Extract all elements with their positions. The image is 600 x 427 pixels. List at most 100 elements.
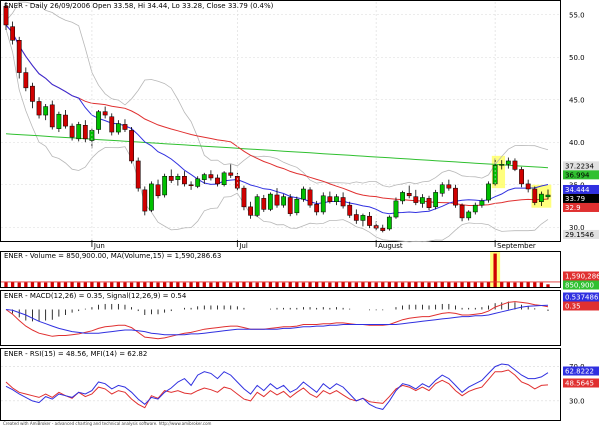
candle-down [380, 227, 386, 231]
candle-up [433, 192, 439, 208]
price-badge-label: 34.444 [565, 186, 590, 194]
candle-up [360, 215, 366, 221]
macd-pane-title: ENER - MACD(12,26) = 0.35, Signal(12,26,… [4, 292, 187, 300]
candle-down [327, 196, 333, 202]
price-badge-label: 36.994 [565, 171, 590, 179]
date-axis: Jun Jul August September [91, 2, 536, 250]
month-label: August [378, 242, 403, 250]
price-badge [563, 170, 599, 180]
candle-down [10, 26, 16, 41]
volume-badge [563, 280, 599, 290]
candle-down [182, 176, 187, 185]
candle-down [129, 130, 134, 162]
candle-down [367, 215, 372, 226]
bollinger-upper-line [5, 1, 549, 188]
candle-down [287, 197, 293, 214]
candle-down [519, 169, 524, 185]
rsi-badge [563, 378, 599, 388]
candle-down [142, 189, 148, 212]
price-tick-label: 30.0 [569, 224, 585, 232]
candle-up [221, 172, 227, 186]
volume-badge [563, 271, 599, 281]
month-label: September [497, 242, 536, 250]
price-pane-title: ENER - Daily 26/09/2006 Open 33.58, Hi 3… [4, 2, 274, 10]
candle-up [334, 196, 339, 202]
macd-badge [563, 292, 599, 302]
candle-up [400, 192, 405, 202]
price-badge [563, 161, 599, 171]
candle-down [261, 198, 267, 210]
volume-badge-label: 1,590,286 [565, 273, 600, 281]
candle-down [241, 187, 247, 208]
price-badge [563, 184, 599, 194]
candle-down [36, 101, 42, 116]
candle-down [168, 176, 174, 181]
price-badge-label: 37.2234 [565, 162, 594, 170]
candle-down [155, 184, 161, 197]
candle-down [446, 184, 452, 189]
bollinger-lower-line [5, 29, 549, 243]
footer-credit: Created with AmiBroker - advanced charti… [3, 421, 212, 426]
candle-down [102, 111, 108, 116]
candle-up [420, 197, 425, 204]
candle-up [175, 176, 181, 180]
candle-down [69, 125, 75, 138]
candle-up [195, 178, 201, 187]
candle-up [201, 174, 207, 180]
candle-up [538, 193, 544, 203]
rsi-pane-title: ENER - RSI(15) = 48.56, MFI(14) = 62.82 [4, 350, 147, 358]
price-pane-frame [0, 0, 561, 242]
candle-down [30, 85, 35, 102]
price-badge [563, 202, 599, 212]
month-label: Jul [238, 242, 248, 250]
bollinger-bands [5, 1, 549, 243]
candle-down [228, 172, 234, 176]
candle-down [307, 189, 313, 206]
rsi-last-value-badges: 62.8222 48.5645 [563, 366, 599, 388]
price-badge-label: 32.9 [565, 204, 581, 212]
mfi-line [5, 363, 549, 410]
rsi-tick-label: 30.0 [569, 397, 585, 405]
candle-down [512, 160, 518, 170]
candle-down [208, 174, 214, 179]
price-tick-label: 45.0 [569, 96, 585, 104]
candlesticks [3, 2, 551, 233]
macd-badge-label: 0.35 [565, 303, 581, 311]
candle-up [149, 183, 154, 211]
candle-down [82, 125, 88, 140]
rsi-mfi-lines [1, 363, 560, 410]
price-tick-label: 40.0 [569, 139, 585, 147]
candle-down [406, 193, 412, 197]
candle-up [254, 196, 260, 216]
volume-badge-label: 850,900 [565, 282, 594, 290]
rsi-pane-frame [0, 348, 561, 421]
macd-badge-label: 0.537486 [565, 294, 599, 302]
price-badge-label: 29.1546 [565, 231, 594, 239]
macd-line [5, 301, 549, 340]
candle-up [43, 106, 49, 116]
candle-up [267, 193, 273, 210]
candle-up [76, 124, 82, 140]
candle-down [274, 194, 280, 206]
candle-up [393, 200, 399, 218]
candle-down [122, 124, 128, 130]
price-badge [563, 193, 599, 203]
macd-pane-frame [0, 290, 561, 346]
candle-down [459, 204, 465, 219]
candle-down [347, 204, 353, 216]
price-tick-label: 50.0 [569, 54, 585, 62]
candle-up [499, 164, 505, 166]
candle-down [340, 197, 346, 207]
candle-down [215, 177, 220, 185]
candle-up [545, 194, 551, 198]
candle-down [248, 206, 253, 216]
long-ma-line [5, 133, 549, 169]
candle-down [453, 187, 458, 206]
candle-down [16, 40, 22, 73]
candle-down [135, 160, 141, 189]
candle-down [525, 183, 531, 190]
